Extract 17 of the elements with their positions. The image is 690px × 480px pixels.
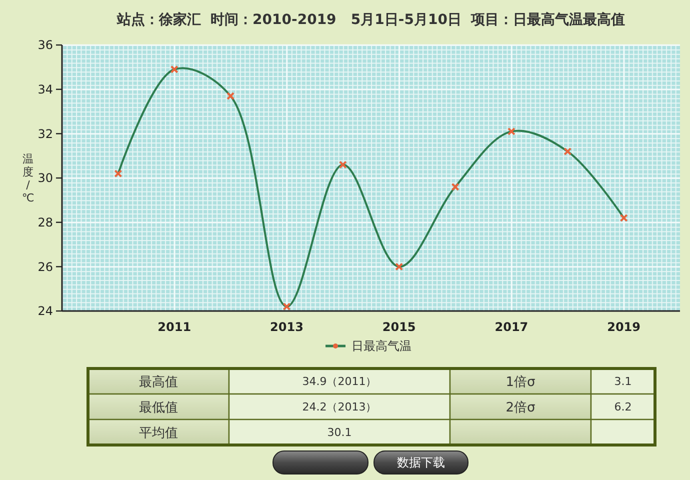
y-tick-label: 26 <box>38 260 53 274</box>
x-tick-label: 2015 <box>382 320 416 334</box>
y-tick-label: 34 <box>38 82 53 97</box>
y-tick-label: 28 <box>38 216 53 230</box>
legend-label: 日最高气温 <box>352 339 412 354</box>
chart-title: 站点：徐家汇 时间：2010-2019 5月1日-5月10日 项目：日最高气温最高值 <box>116 11 626 28</box>
y-tick-label: 24 <box>38 304 53 318</box>
y-axis-title: 温度/℃ <box>22 152 34 204</box>
x-tick-label: 2011 <box>158 320 192 334</box>
y-tick-label: 36 <box>38 38 53 52</box>
table: 最高值 34.9（2011） 1倍σ 3.1 最低值 24.2（2013） 2倍σ 6.2 平均值 30.1 <box>86 367 656 446</box>
y-tick-label: 30 <box>38 171 53 186</box>
x-tick-label: 2019 <box>607 320 641 334</box>
y-tick-label: 32 <box>38 126 53 141</box>
x-tick-label: 2017 <box>494 320 528 334</box>
x-tick-label: 2013 <box>270 320 304 334</box>
button: 数据下载 <box>374 450 468 474</box>
